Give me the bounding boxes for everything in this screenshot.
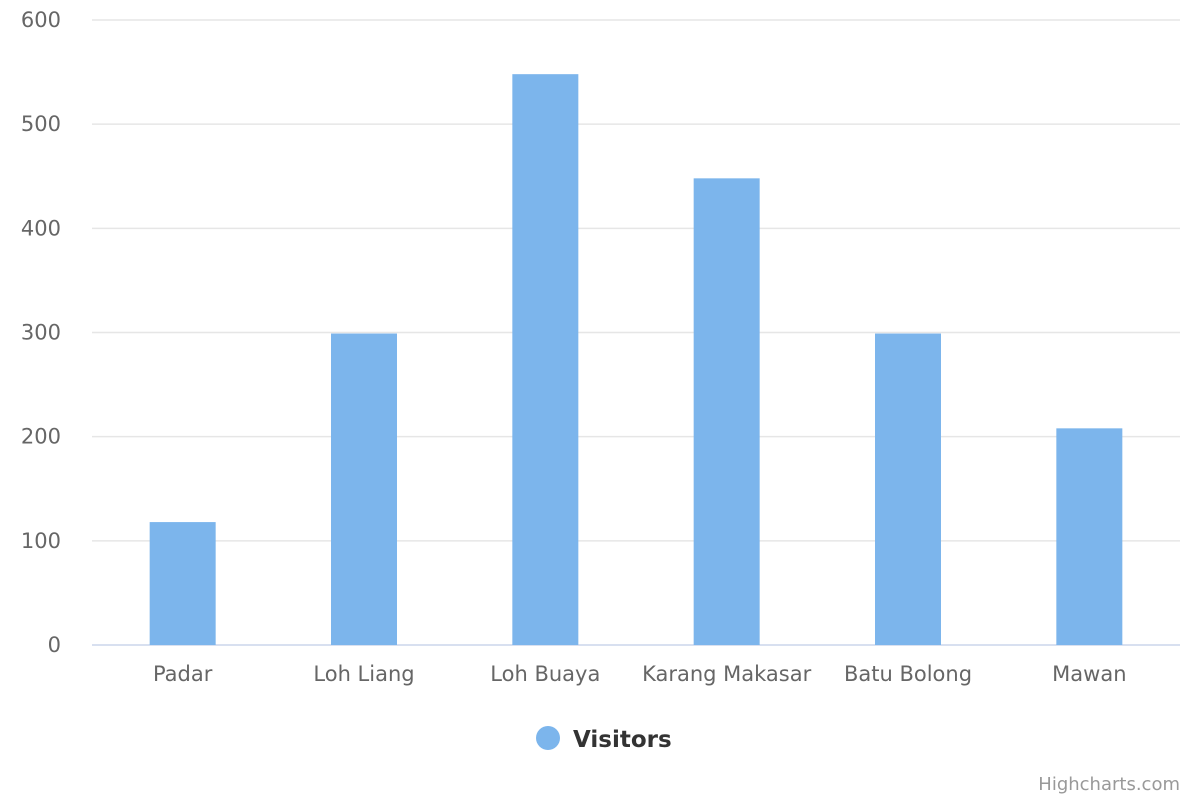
- y-tick-label: 500: [21, 112, 61, 136]
- x-tick-label: Padar: [153, 662, 213, 686]
- y-axis-labels: 0 100 200 300 400 500 600: [21, 8, 61, 657]
- legend-label-visitors[interactable]: Visitors: [573, 727, 672, 753]
- y-tick-label: 200: [21, 425, 61, 449]
- x-tick-label: Karang Makasar: [642, 662, 812, 686]
- bar-padar[interactable]: [149, 522, 216, 645]
- y-tick-label: 400: [21, 216, 61, 240]
- bar-mawan[interactable]: [1056, 428, 1123, 645]
- y-tick-label: 300: [21, 321, 61, 345]
- x-axis-labels: Padar Loh Liang Loh Buaya Karang Makasar Bat…: [153, 662, 1127, 686]
- bar-loh-buaya[interactable]: [512, 74, 579, 645]
- gridlines: [92, 19, 1180, 646]
- bar-loh-liang[interactable]: [331, 333, 397, 645]
- legend-symbol-visitors[interactable]: [536, 726, 560, 750]
- y-tick-label: 0: [48, 633, 61, 657]
- legend[interactable]: Visitors: [536, 726, 672, 753]
- x-tick-label: Mawan: [1052, 662, 1126, 686]
- x-tick-label: Loh Liang: [313, 662, 414, 686]
- x-tick-label: Batu Bolong: [844, 662, 972, 686]
- bar-karang-makasar[interactable]: [693, 178, 760, 646]
- y-tick-label: 600: [21, 8, 61, 32]
- x-tick-label: Loh Buaya: [490, 662, 600, 686]
- y-tick-label: 100: [21, 529, 61, 553]
- credits-link[interactable]: Highcharts.com: [1038, 774, 1180, 795]
- bar-batu-bolong[interactable]: [875, 333, 941, 645]
- bars: [149, 74, 1123, 646]
